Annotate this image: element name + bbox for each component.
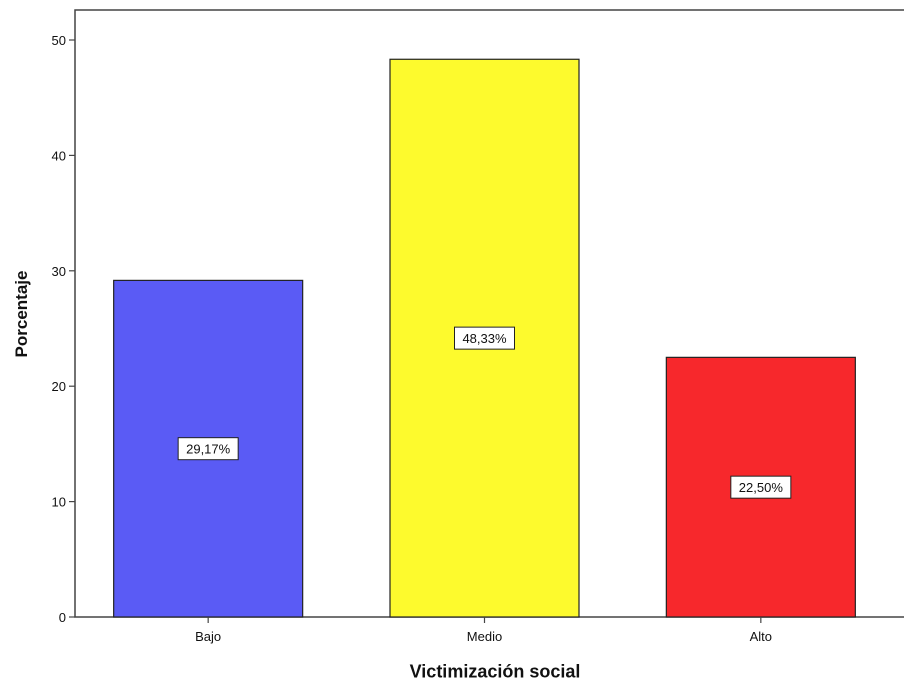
data-label: 29,17% xyxy=(186,442,231,457)
x-tick-label: Medio xyxy=(467,629,502,644)
y-tick-label: 20 xyxy=(52,379,66,394)
y-tick-label: 0 xyxy=(59,610,66,625)
x-tick-label: Bajo xyxy=(195,629,221,644)
y-axis-label: Porcentaje xyxy=(12,270,31,358)
data-label: 22,50% xyxy=(739,480,784,495)
data-label-box xyxy=(454,326,515,350)
data-label-box xyxy=(730,475,792,499)
y-tick-label: 50 xyxy=(52,33,66,48)
y-tick-label: 40 xyxy=(52,148,66,163)
x-axis-label: Victimización social xyxy=(409,661,581,682)
data-label: 48,33% xyxy=(462,331,507,346)
y-tick-label: 30 xyxy=(52,264,66,279)
x-tick-label: Alto xyxy=(750,629,772,644)
y-tick-label: 10 xyxy=(52,495,66,510)
data-label-box xyxy=(177,437,239,461)
